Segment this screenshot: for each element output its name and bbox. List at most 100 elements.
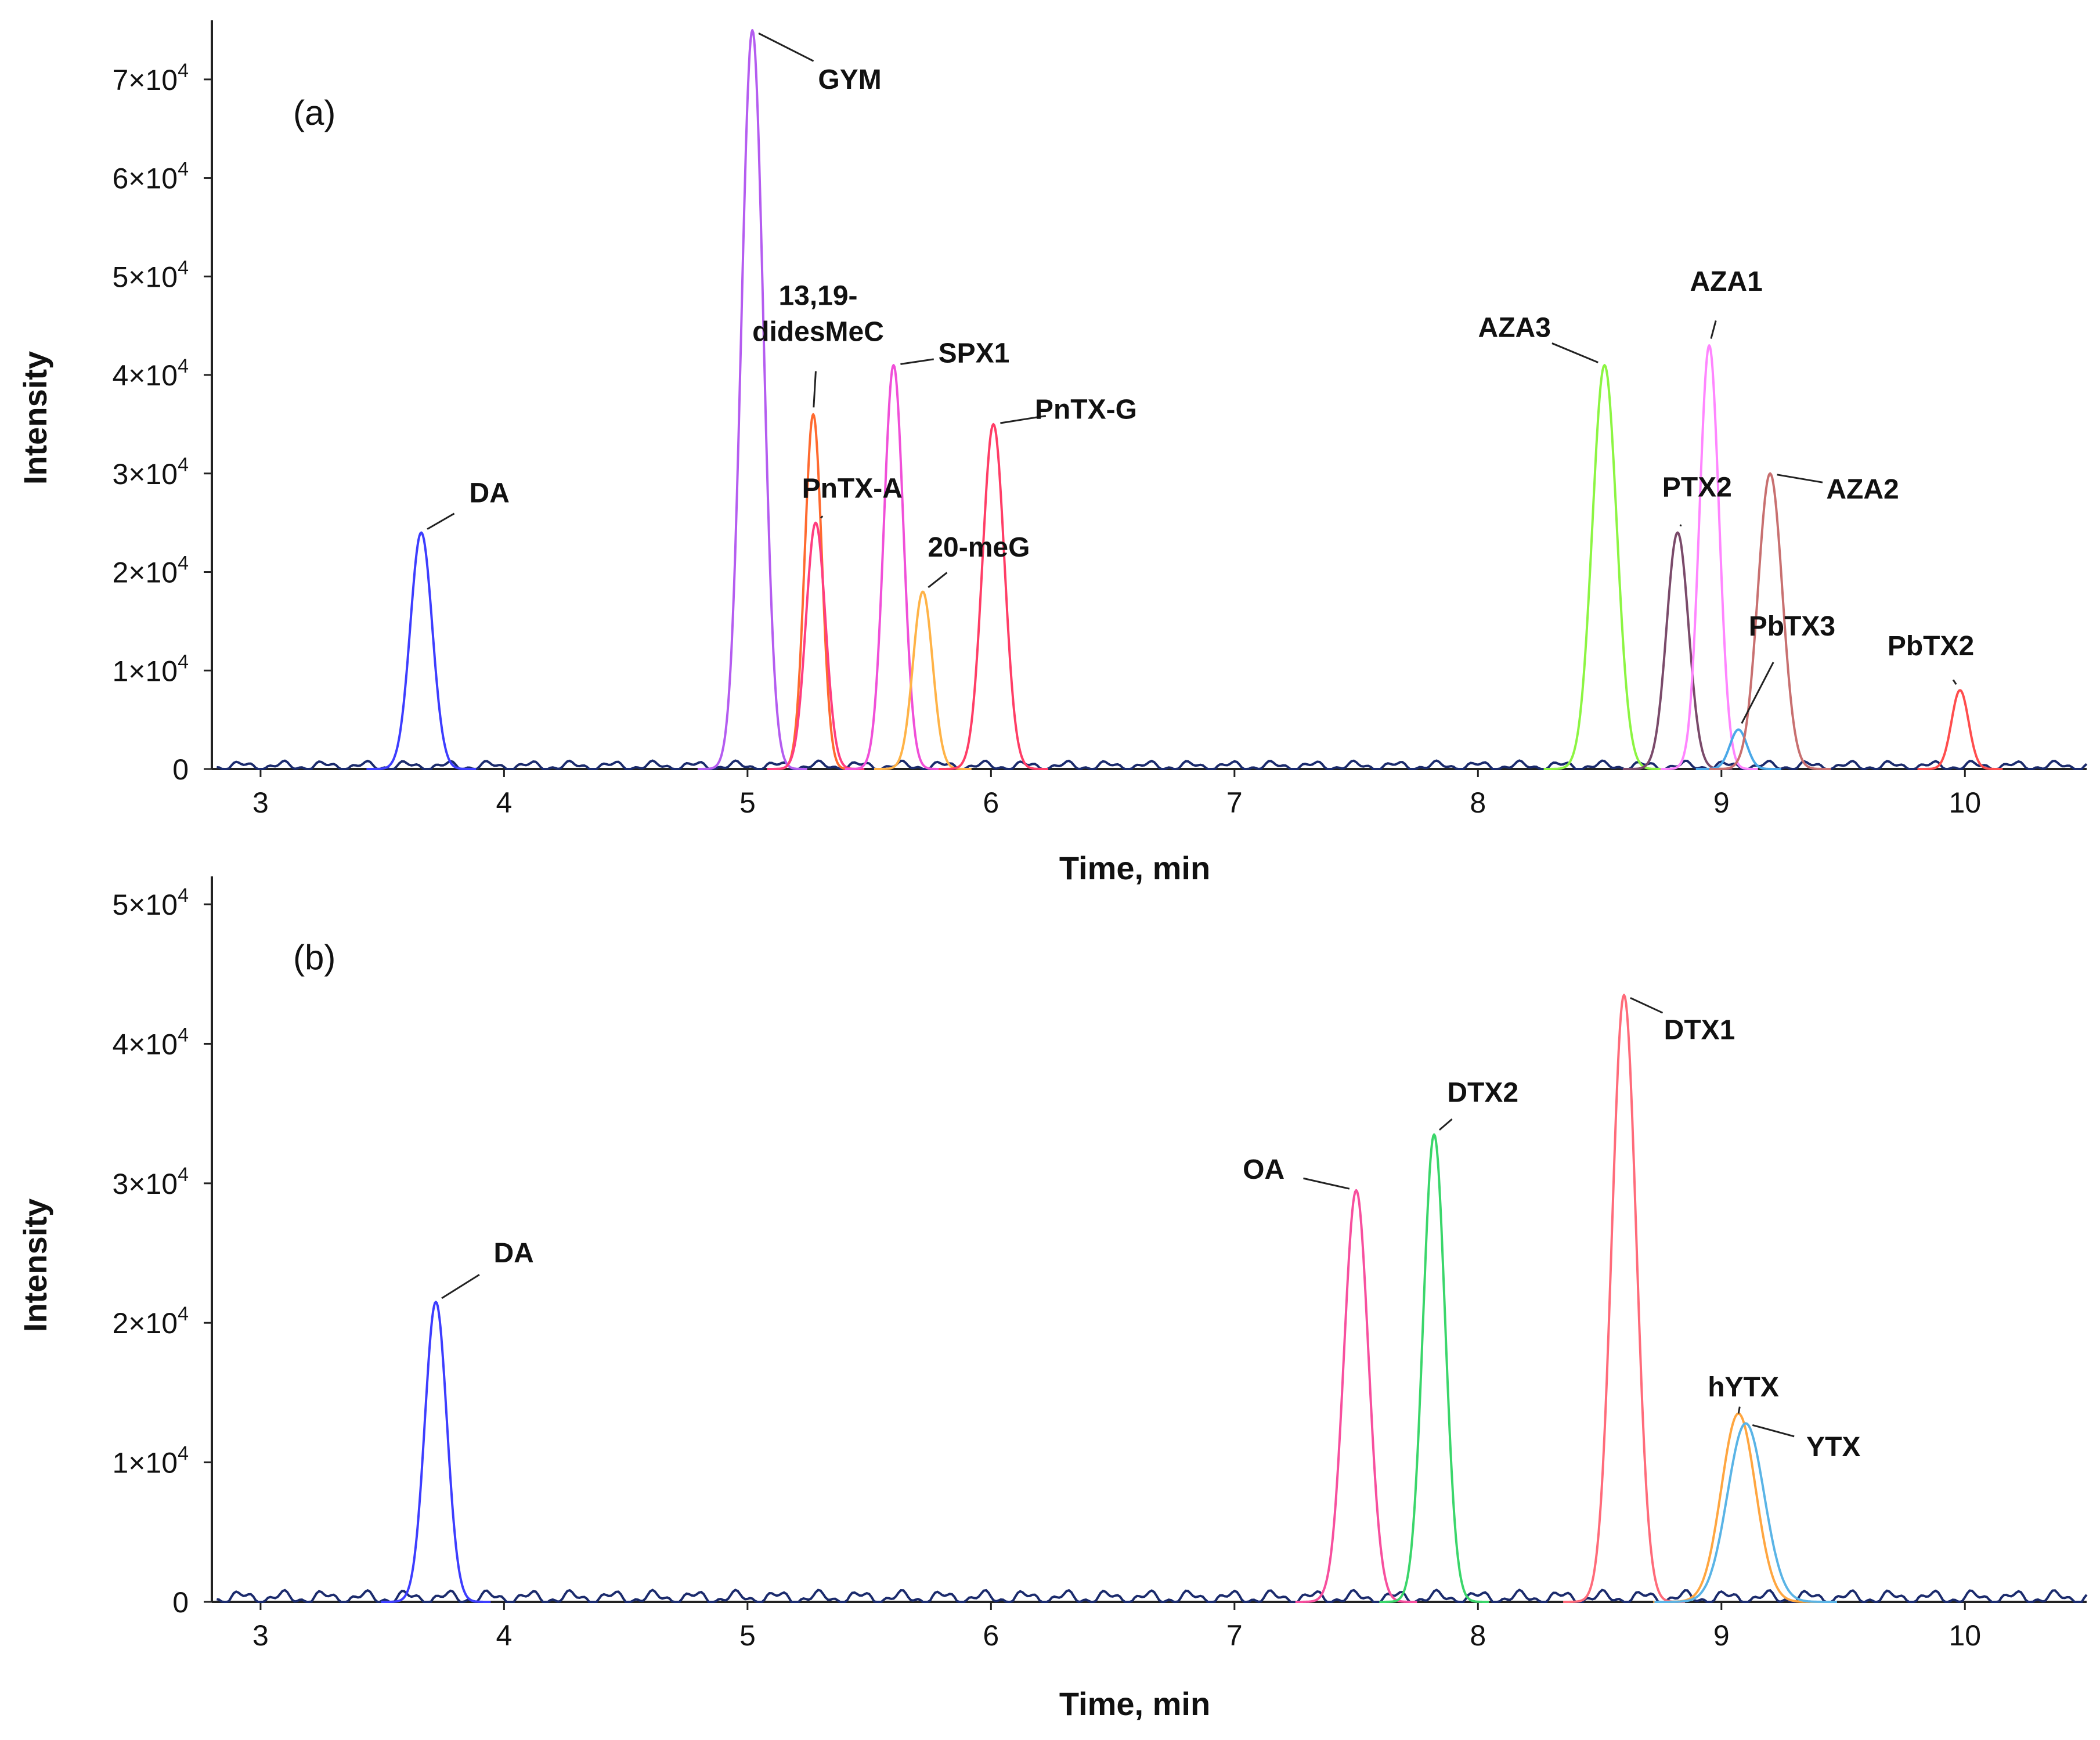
y-tick-mantissa: 2×10 [112, 557, 178, 589]
panel-b-peak-labels: DA OA DTX2 DTX1 hYTX YTX [441, 997, 1860, 1463]
baseline-trace [217, 759, 2088, 771]
peak-label-aza1: AZA1 [1690, 266, 1762, 297]
x-tick-label: 6 [983, 1619, 999, 1652]
y-tick-label: 6×104 [112, 158, 189, 195]
y-tick-mantissa: 1×10 [112, 1447, 178, 1479]
panel-b-traces [217, 994, 2088, 1604]
leader-line-aza1 [1710, 320, 1717, 339]
peak-label-line: 13,19- [778, 281, 857, 312]
y-tick-mantissa: 3×10 [112, 458, 178, 490]
leader-line-pbtx2 [1952, 679, 1957, 685]
baseline-trace [217, 1589, 2088, 1604]
y-tick-mantissa: 0 [172, 753, 189, 786]
leader-line-spx1 [900, 358, 934, 365]
leader-line-ytx [1752, 1424, 1795, 1438]
x-tick-label: 10 [1949, 1619, 1981, 1652]
leader-line-pntx-a [820, 515, 824, 519]
panel-b: (b) Time, min Intensity 3 4 5 6 7 8 9 1001×1042… [17, 876, 2088, 1722]
peak-trace-pbtx2 [1917, 689, 2004, 770]
y-tick-exponent: 4 [178, 454, 189, 476]
y-tick-mantissa: 4×10 [112, 359, 178, 392]
panel-a: (a) Time, min Intensity 3 4 5 6 7 8 9 1001×1042… [17, 20, 2088, 886]
leader-line-pbtx3 [1741, 662, 1774, 724]
y-tick-label: 5×104 [112, 257, 189, 293]
panel-a-y-axis-title: Intensity [17, 351, 53, 485]
peak-label-20-meg: 20-meG [928, 532, 1030, 563]
peak-label-spx1: SPX1 [939, 338, 1010, 369]
x-tick-label: 9 [1713, 786, 1730, 819]
leader-line-20-meg [928, 572, 948, 589]
y-tick-exponent: 4 [178, 1024, 189, 1046]
y-tick-label: 0 [172, 753, 189, 786]
peak-label-line: didesMeC [752, 317, 884, 348]
x-tick-label: 8 [1470, 786, 1486, 819]
y-tick-exponent: 4 [178, 1443, 189, 1465]
leader-line-ptx2 [1679, 524, 1682, 527]
panel-a-traces [217, 29, 2088, 771]
leader-line-aza3 [1551, 342, 1599, 363]
panel-a-x-axis-title: Time, min [1059, 850, 1210, 886]
y-tick-label: 1×104 [112, 1443, 189, 1479]
y-tick-mantissa: 2×10 [112, 1307, 178, 1340]
x-tick-label: 4 [496, 1619, 512, 1652]
leader-line-dtx2 [1438, 1118, 1453, 1131]
y-tick-label: 0 [172, 1586, 189, 1619]
leader-line-oa [1303, 1177, 1350, 1190]
y-tick-exponent: 4 [178, 60, 189, 82]
panel-b-x-axis-title: Time, min [1059, 1685, 1210, 1722]
peak-label-aza2: AZA2 [1826, 474, 1899, 505]
x-tick-label: 5 [739, 1619, 756, 1652]
peak-trace-ytx [1654, 1422, 1837, 1603]
x-tick-label: 7 [1226, 1619, 1243, 1652]
y-tick-mantissa: 0 [172, 1586, 189, 1619]
y-tick-exponent: 4 [178, 355, 189, 377]
leader-line-da [441, 1273, 480, 1299]
y-tick-label: 4×104 [112, 1024, 189, 1060]
peak-label-da: DA [470, 478, 510, 509]
panel-a-peak-labels: DA GYM 13,19- didesMeC PnTX-A SPX1 20-meG PnTX-… [427, 33, 1974, 724]
y-tick-mantissa: 7×10 [112, 64, 178, 96]
leader-line-aza2 [1777, 474, 1823, 483]
peak-label-pbtx2: PbTX2 [1888, 631, 1974, 662]
leader-line-pntx-g [1000, 415, 1047, 424]
peak-trace-dtx1 [1563, 994, 1686, 1603]
y-tick-mantissa: 6×10 [112, 163, 178, 195]
leader-line-dtx1 [1630, 997, 1664, 1014]
peak-label-pbtx3: PbTX3 [1749, 611, 1835, 642]
panel-a-label: (a) [293, 93, 335, 132]
panel-b-label: (b) [293, 938, 335, 977]
panel-b-y-axis-title: Intensity [17, 1198, 53, 1332]
y-tick-label: 5×104 [112, 885, 189, 921]
peak-label-pntx-g: PnTX-G [1035, 394, 1137, 425]
peak-trace-aza2 [1709, 472, 1831, 770]
y-tick-exponent: 4 [178, 158, 189, 181]
peak-label-da: DA [493, 1238, 533, 1269]
peak-label-13-19-didesmec: 13,19- didesMeC [752, 281, 884, 348]
y-tick-exponent: 4 [178, 1164, 189, 1186]
peak-trace-spx1 [845, 364, 943, 770]
x-tick-label: 7 [1226, 786, 1243, 819]
leader-line-13-19-didesmec [813, 371, 817, 408]
peak-label-hytx: hYTX [1708, 1372, 1779, 1403]
y-tick-mantissa: 4×10 [112, 1028, 178, 1060]
leader-line-hytx [1737, 1406, 1741, 1414]
y-tick-exponent: 4 [178, 553, 189, 575]
y-tick-label: 2×104 [112, 553, 189, 589]
y-tick-exponent: 4 [178, 651, 189, 673]
leader-line-da [427, 512, 455, 530]
x-tick-label: 8 [1470, 1619, 1486, 1652]
y-tick-label: 2×104 [112, 1303, 189, 1340]
y-tick-mantissa: 5×10 [112, 261, 178, 293]
leader-line-gym [758, 33, 814, 62]
y-tick-label: 7×104 [112, 60, 189, 96]
peak-label-aza3: AZA3 [1478, 313, 1551, 344]
peak-trace-da [366, 531, 477, 770]
y-tick-label: 1×104 [112, 651, 189, 687]
x-tick-label: 3 [252, 786, 269, 819]
x-tick-label: 10 [1949, 786, 1981, 819]
peak-trace-pntx-g [938, 423, 1049, 770]
y-tick-label: 4×104 [112, 355, 189, 392]
